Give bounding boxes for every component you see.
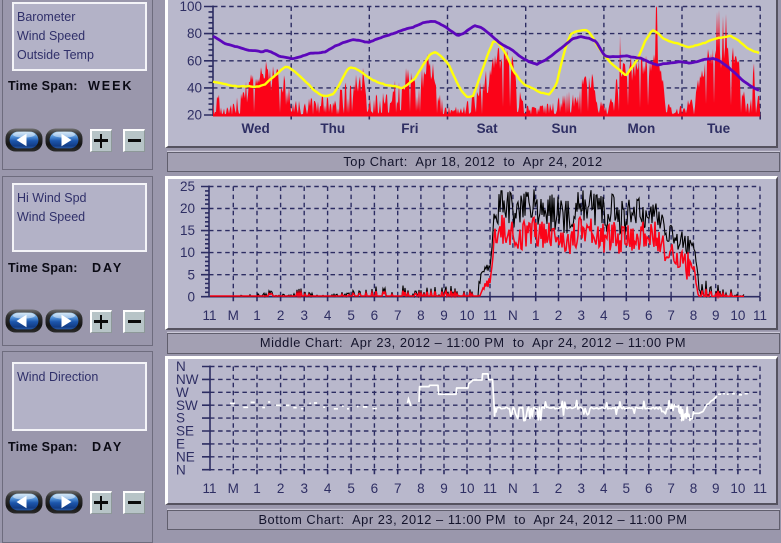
- svg-text:0: 0: [187, 289, 195, 304]
- svg-text:10: 10: [180, 245, 195, 260]
- svg-text:9: 9: [712, 308, 720, 323]
- svg-text:SW: SW: [176, 398, 198, 413]
- svg-text:6: 6: [645, 481, 653, 496]
- svg-text:15: 15: [180, 223, 195, 238]
- svg-text:Tue: Tue: [707, 121, 730, 136]
- svg-text:5: 5: [187, 267, 195, 282]
- svg-text:7: 7: [394, 308, 402, 323]
- svg-text:2: 2: [277, 481, 285, 496]
- svg-text:8: 8: [690, 308, 698, 323]
- svg-text:4: 4: [600, 308, 608, 323]
- svg-text:7: 7: [394, 481, 402, 496]
- svg-text:11: 11: [483, 481, 497, 496]
- svg-text:3: 3: [300, 308, 308, 323]
- svg-text:60: 60: [187, 53, 202, 68]
- svg-text:20: 20: [187, 108, 202, 123]
- svg-text:Fri: Fri: [401, 121, 418, 136]
- svg-text:2: 2: [277, 308, 285, 323]
- svg-text:6: 6: [645, 308, 653, 323]
- svg-text:5: 5: [347, 481, 355, 496]
- svg-text:80: 80: [187, 26, 202, 41]
- svg-text:7: 7: [667, 308, 675, 323]
- svg-text:20: 20: [180, 201, 195, 216]
- svg-text:10: 10: [459, 308, 474, 323]
- svg-text:4: 4: [324, 481, 332, 496]
- svg-text:NW: NW: [176, 372, 199, 387]
- svg-text:10: 10: [459, 481, 474, 496]
- svg-text:10: 10: [730, 308, 745, 323]
- svg-text:Thu: Thu: [320, 121, 345, 136]
- svg-text:9: 9: [440, 308, 448, 323]
- svg-text:11: 11: [202, 481, 216, 496]
- svg-text:1: 1: [253, 308, 261, 323]
- svg-text:5: 5: [623, 481, 631, 496]
- svg-text:8: 8: [690, 481, 698, 496]
- svg-text:NE: NE: [176, 449, 195, 464]
- svg-text:25: 25: [180, 179, 195, 194]
- svg-text:9: 9: [440, 481, 448, 496]
- svg-text:11: 11: [202, 308, 216, 323]
- svg-text:40: 40: [187, 81, 202, 96]
- svg-text:5: 5: [623, 308, 631, 323]
- svg-text:3: 3: [577, 308, 585, 323]
- svg-text:N: N: [176, 359, 186, 374]
- svg-text:100: 100: [179, 0, 202, 14]
- svg-text:3: 3: [577, 481, 585, 496]
- svg-text:Mon: Mon: [628, 121, 656, 136]
- svg-text:S: S: [176, 411, 185, 426]
- svg-text:Sat: Sat: [477, 121, 499, 136]
- svg-text:1: 1: [532, 308, 540, 323]
- svg-text:10: 10: [730, 481, 745, 496]
- svg-text:M: M: [228, 481, 239, 496]
- svg-text:6: 6: [371, 481, 379, 496]
- svg-text:Sun: Sun: [552, 121, 578, 136]
- svg-text:4: 4: [324, 308, 332, 323]
- svg-text:5: 5: [347, 308, 355, 323]
- svg-text:11: 11: [753, 481, 767, 496]
- svg-text:1: 1: [532, 481, 540, 496]
- svg-text:4: 4: [600, 481, 608, 496]
- svg-text:8: 8: [417, 481, 425, 496]
- svg-text:2: 2: [555, 481, 563, 496]
- svg-text:N: N: [508, 481, 518, 496]
- svg-text:7: 7: [667, 481, 675, 496]
- svg-text:6: 6: [371, 308, 379, 323]
- svg-text:N: N: [508, 308, 518, 323]
- svg-text:M: M: [228, 308, 239, 323]
- svg-text:2: 2: [555, 308, 563, 323]
- svg-text:11: 11: [753, 308, 767, 323]
- svg-text:N: N: [176, 462, 186, 477]
- svg-text:1: 1: [253, 481, 261, 496]
- svg-text:9: 9: [712, 481, 720, 496]
- svg-text:3: 3: [300, 481, 308, 496]
- svg-text:SE: SE: [176, 424, 194, 439]
- svg-text:8: 8: [417, 308, 425, 323]
- svg-text:E: E: [176, 437, 185, 452]
- svg-text:Wed: Wed: [241, 121, 269, 136]
- svg-text:11: 11: [483, 308, 497, 323]
- svg-text:W: W: [176, 385, 189, 400]
